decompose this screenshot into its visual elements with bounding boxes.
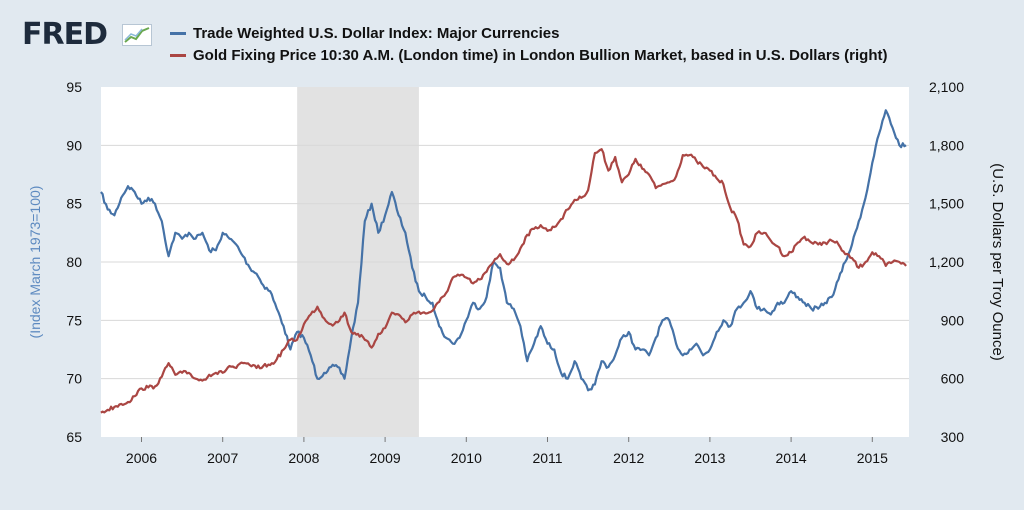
fred-logo: FRED <box>22 17 108 52</box>
legend-label-usd: Trade Weighted U.S. Dollar Index: Major … <box>193 24 560 42</box>
right-tick-label: 1,800 <box>929 137 964 153</box>
right-axis-ticks: 300 600 900 1,200 1,500 1,800 2,100 <box>929 79 964 445</box>
line-chart-logo-icon <box>122 24 152 46</box>
legend-label-gold: Gold Fixing Price 10:30 A.M. (London tim… <box>193 46 888 64</box>
series-line-usd-index <box>100 109 907 392</box>
x-tick-label: 2014 <box>776 450 807 466</box>
left-tick-label: 65 <box>66 429 82 445</box>
left-axis-label: (Index March 1973=100) <box>27 186 43 339</box>
x-tick-label: 2012 <box>613 450 644 466</box>
right-tick-label: 600 <box>941 371 965 387</box>
left-tick-label: 95 <box>66 79 82 95</box>
x-tick-label: 2007 <box>207 450 238 466</box>
right-axis-label: (U.S. Dollars per Troy Ounce) <box>989 163 1006 361</box>
x-tick-label: 2008 <box>288 450 319 466</box>
left-tick-label: 90 <box>66 137 82 153</box>
right-tick-label: 2,100 <box>929 79 964 95</box>
left-tick-label: 85 <box>66 196 82 212</box>
x-tick-label: 2006 <box>126 450 157 466</box>
series-line-gold-price <box>100 148 907 414</box>
legend-swatch-usd <box>170 31 186 35</box>
x-axis-ticks: 2006 2007 2008 2009 2010 2011 2012 2013 2014 2015 <box>126 437 888 466</box>
left-tick-label: 80 <box>66 254 82 270</box>
legend-item-usd-index: Trade Weighted U.S. Dollar Index: Major … <box>170 23 559 43</box>
right-tick-label: 1,500 <box>929 196 964 212</box>
legend-swatch-gold <box>170 53 186 57</box>
x-tick-label: 2011 <box>532 450 562 466</box>
left-axis-ticks: 65 70 75 80 85 90 95 <box>66 79 82 445</box>
left-tick-label: 70 <box>66 371 82 387</box>
x-tick-label: 2010 <box>451 450 482 466</box>
left-tick-label: 75 <box>66 312 82 328</box>
chart-header: FRED Trade Weighted U.S. Dollar Index: M… <box>0 0 1024 80</box>
x-tick-label: 2013 <box>694 450 725 466</box>
x-tick-label: 2015 <box>857 450 888 466</box>
x-tick-label: 2009 <box>370 450 401 466</box>
right-tick-label: 300 <box>941 429 965 445</box>
legend-item-gold-price: Gold Fixing Price 10:30 A.M. (London tim… <box>170 45 887 65</box>
right-tick-label: 1,200 <box>929 254 964 270</box>
right-tick-label: 900 <box>941 312 965 328</box>
series-lines <box>100 109 907 414</box>
